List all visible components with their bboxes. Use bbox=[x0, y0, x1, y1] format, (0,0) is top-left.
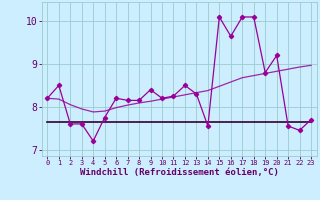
X-axis label: Windchill (Refroidissement éolien,°C): Windchill (Refroidissement éolien,°C) bbox=[80, 168, 279, 177]
